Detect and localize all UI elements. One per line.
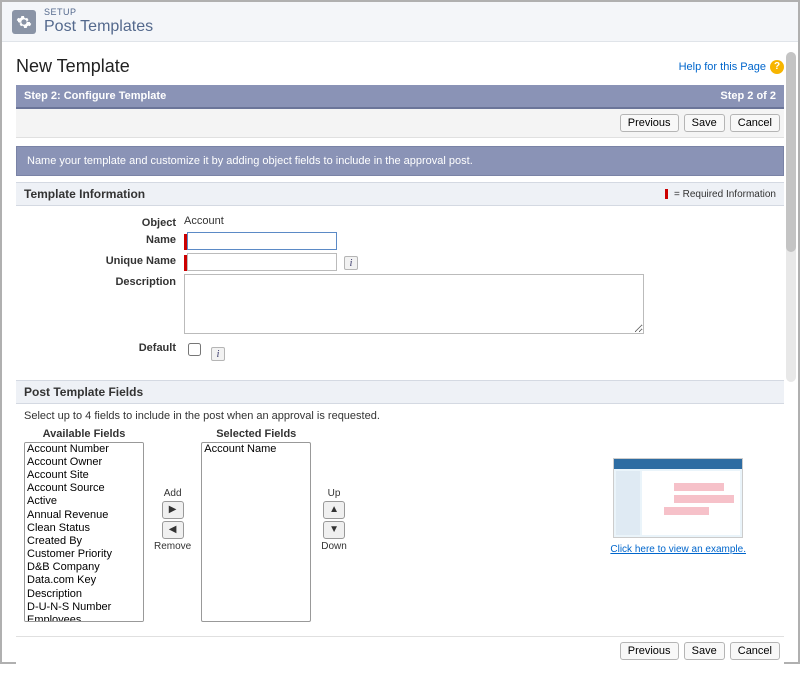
previous-button[interactable]: Previous [620,114,679,132]
help-label: Help for this Page [679,61,766,73]
label-description: Description [24,274,184,288]
required-legend: = Required Information [665,189,776,200]
previous-button[interactable]: Previous [620,642,679,660]
step-count: Step 2 of 2 [720,90,776,102]
section-post-template-fields: Post Template Fields [16,380,784,404]
list-item[interactable]: Account Site [25,469,143,482]
list-item[interactable]: Created By [25,535,143,548]
setup-header: SETUP Post Templates [2,2,798,42]
list-item[interactable]: Clean Status [25,522,143,535]
list-item[interactable]: Account Owner [25,456,143,469]
available-fields-select[interactable]: Account NumberAccount OwnerAccount SiteA… [24,442,144,622]
save-button[interactable]: Save [684,642,725,660]
label-default: Default [24,340,184,354]
required-marker-icon [665,189,668,199]
unique-name-input[interactable] [187,253,337,271]
list-item[interactable]: Account Name [202,443,310,456]
example-thumbnail[interactable] [613,458,743,538]
label-unique-name: Unique Name [24,253,184,267]
duelling-listboxes: Available Fields Account NumberAccount O… [16,428,784,630]
info-icon[interactable]: i [344,256,358,270]
default-checkbox[interactable] [188,343,201,356]
selected-fields-select[interactable]: Account Name [201,442,311,622]
list-item[interactable]: Customer Priority [25,548,143,561]
remove-button[interactable]: ◀ [162,521,184,539]
list-item[interactable]: Active [25,495,143,508]
section-title: Post Template Fields [24,385,143,399]
available-fields-title: Available Fields [43,428,126,440]
gear-icon [12,10,36,34]
step-title: Step 2: Configure Template [24,90,166,102]
info-icon[interactable]: i [211,347,225,361]
selected-fields-title: Selected Fields [216,428,296,440]
bottom-button-row: Previous Save Cancel [16,636,784,665]
up-button[interactable]: ▲ [323,501,345,519]
example-link[interactable]: Click here to view an example. [610,544,746,555]
description-textarea[interactable] [184,274,644,334]
remove-label: Remove [154,541,191,552]
scrollbar[interactable] [786,52,796,382]
add-label: Add [164,488,182,499]
list-item[interactable]: Account Source [25,482,143,495]
help-link[interactable]: Help for this Page ? [679,60,784,74]
add-button[interactable]: ▶ [162,501,184,519]
header-eyebrow: SETUP [44,8,153,18]
page-heading: New Template [16,56,130,77]
value-object: Account [184,215,224,227]
list-item[interactable]: D&B Company [25,561,143,574]
fields-instruction: Select up to 4 fields to include in the … [16,404,784,428]
template-info-form: Object Account Name Unique Name i Descri… [16,206,784,373]
help-icon: ? [770,60,784,74]
save-button[interactable]: Save [684,114,725,132]
label-object: Object [24,215,184,229]
label-name: Name [24,232,184,246]
top-button-row: Previous Save Cancel [16,109,784,138]
section-template-info: Template Information = Required Informat… [16,182,784,206]
list-item[interactable]: D-U-N-S Number [25,601,143,614]
section-title: Template Information [24,187,145,201]
header-title: Post Templates [44,18,153,36]
cancel-button[interactable]: Cancel [730,642,780,660]
up-label: Up [328,488,341,499]
instruction-bar: Name your template and customize it by a… [16,146,784,176]
list-item[interactable]: Data.com Key [25,574,143,587]
down-button[interactable]: ▼ [323,521,345,539]
down-label: Down [321,541,347,552]
list-item[interactable]: Description [25,588,143,601]
name-input[interactable] [187,232,337,250]
list-item[interactable]: Account Number [25,443,143,456]
list-item[interactable]: Employees [25,614,143,622]
list-item[interactable]: Annual Revenue [25,509,143,522]
cancel-button[interactable]: Cancel [730,114,780,132]
step-bar: Step 2: Configure Template Step 2 of 2 [16,85,784,109]
